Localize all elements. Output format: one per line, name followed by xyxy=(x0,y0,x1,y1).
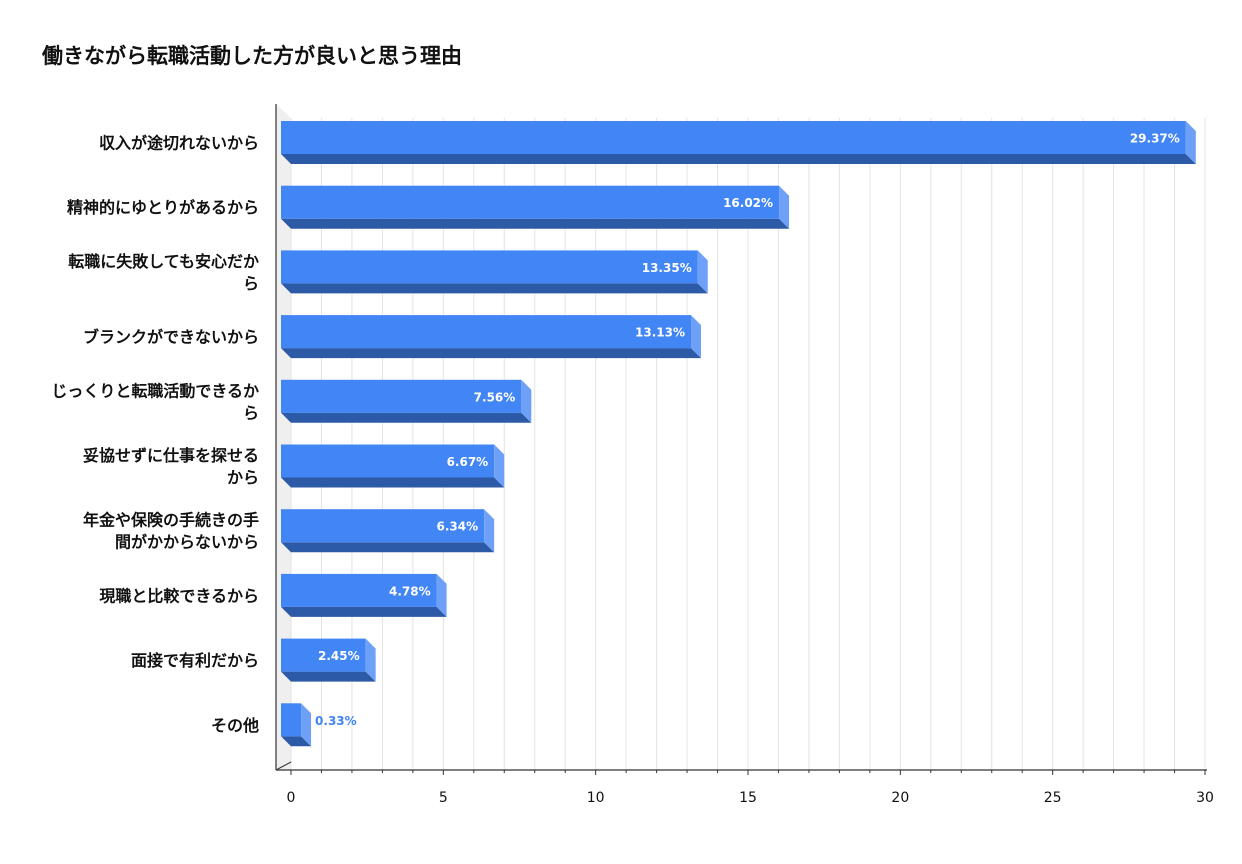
x-tick-label: 20 xyxy=(891,790,909,806)
bar xyxy=(281,315,692,349)
bar-side-face xyxy=(436,573,447,617)
bar-bottom-face xyxy=(281,671,376,682)
bar-side-face xyxy=(779,185,790,229)
bar xyxy=(281,703,302,737)
x-tick-label: 0 xyxy=(287,790,296,806)
category-label: 収入が途切れないから xyxy=(99,134,259,153)
axis-corner xyxy=(275,761,292,771)
category-label: から xyxy=(227,468,259,487)
data-label: 29.37% xyxy=(1130,132,1180,146)
x-tick-label: 25 xyxy=(1044,790,1062,806)
bar-side-face xyxy=(494,444,505,488)
bar-side-face xyxy=(484,509,495,553)
category-label: 転職に失敗しても安心だか xyxy=(68,252,259,271)
category-label: ら xyxy=(243,403,259,422)
category-label: 精神的にゆとりがあるから xyxy=(67,198,259,217)
category-label: その他 xyxy=(211,716,259,735)
bar-side-face xyxy=(697,250,708,294)
bar-bottom-face xyxy=(281,736,312,747)
data-label: 4.78% xyxy=(389,584,431,598)
x-tick-label: 15 xyxy=(739,790,757,806)
category-label: 年金や保険の手続きの手 xyxy=(83,511,259,530)
category-label: 面接で有利だから xyxy=(131,651,259,670)
bar-side-face xyxy=(1185,121,1196,164)
data-label: 6.67% xyxy=(447,455,489,469)
bar-side-face xyxy=(301,703,312,747)
category-label: 間がかからないから xyxy=(115,533,259,552)
category-label: ら xyxy=(243,274,259,293)
bar-bottom-face xyxy=(281,477,505,488)
category-label: 現職と比較できるから xyxy=(99,586,259,605)
bar xyxy=(281,121,1186,154)
bar-bottom-face xyxy=(281,542,495,553)
x-tick-label: 5 xyxy=(439,790,448,806)
data-label: 0.33% xyxy=(315,714,357,728)
x-tick-label: 10 xyxy=(587,790,605,806)
bar-bottom-face xyxy=(281,283,708,294)
data-label: 7.56% xyxy=(474,390,516,404)
data-label: 13.13% xyxy=(635,326,685,340)
bar-bottom-face xyxy=(281,606,447,617)
data-label: 13.35% xyxy=(642,261,692,275)
bar-side-face xyxy=(691,315,702,359)
bar xyxy=(281,573,437,607)
bar-side-face xyxy=(365,638,376,682)
bar-side-face xyxy=(521,379,532,423)
bar-bottom-face xyxy=(281,412,532,423)
x-tick-label: 30 xyxy=(1196,790,1214,806)
data-label: 2.45% xyxy=(318,649,360,663)
bar-bottom-face xyxy=(281,154,1196,164)
chart-title: 働きながら転職活動した方が良いと思う理由 xyxy=(42,44,462,68)
category-label: じっくりと転職活動できるか xyxy=(51,381,259,400)
bar xyxy=(281,379,522,413)
bar-bottom-face xyxy=(281,218,790,229)
category-label: 妥協せずに仕事を探せる xyxy=(83,446,259,465)
bar-bottom-face xyxy=(281,348,702,359)
data-label: 16.02% xyxy=(723,196,773,210)
bar xyxy=(281,185,780,219)
data-label: 6.34% xyxy=(437,520,479,534)
bar xyxy=(281,638,366,672)
bar xyxy=(281,444,495,478)
bar xyxy=(281,250,698,284)
bar xyxy=(281,509,485,543)
category-label: ブランクができないから xyxy=(83,328,259,347)
